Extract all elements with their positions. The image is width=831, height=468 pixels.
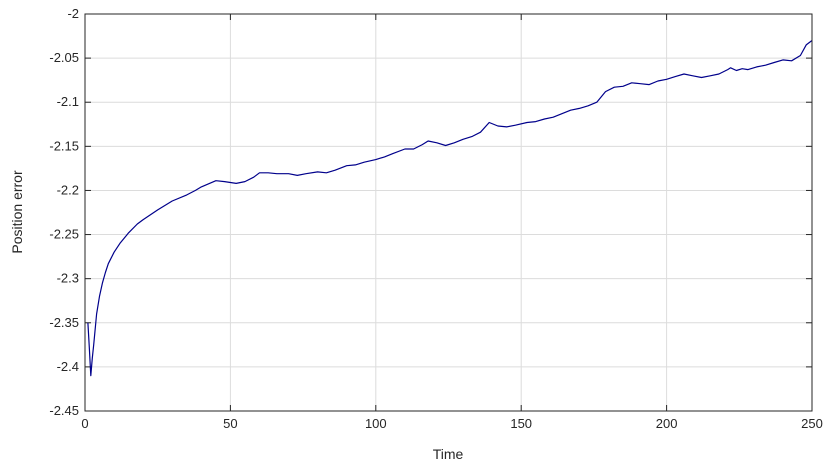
y-tick-label: -2.2 <box>57 182 79 197</box>
y-tick-label: -2.45 <box>49 403 79 418</box>
y-tick-label: -2.3 <box>57 271 79 286</box>
x-tick-label: 50 <box>223 416 237 431</box>
series-layer <box>87 40 813 377</box>
x-tick-label: 0 <box>81 416 88 431</box>
y-tick-label: -2 <box>67 6 79 21</box>
x-tick-label: 150 <box>510 416 532 431</box>
y-tick-label: -2.25 <box>49 227 79 242</box>
x-tick-label: 250 <box>801 416 823 431</box>
y-tick-label: -2.35 <box>49 315 79 330</box>
y-axis-label: Position error <box>9 170 25 254</box>
x-tick-label: 100 <box>365 416 387 431</box>
y-tick-label: -2.15 <box>49 138 79 153</box>
y-tick-labels: -2 -2.05 -2.1 -2.15 -2.2 -2.25 -2.3 -2.35 -2.4 -2… <box>49 6 79 418</box>
x-tick-label: 200 <box>656 416 678 431</box>
plot-frame <box>84 13 813 412</box>
series-line <box>87 40 813 377</box>
plot-background <box>85 14 812 411</box>
y-tick-label: -2.4 <box>57 359 79 374</box>
y-tick-label: -2.05 <box>49 50 79 65</box>
y-tick-label: -2.1 <box>57 94 79 109</box>
x-axis-label: Time <box>433 446 464 462</box>
x-tick-labels: 0 50 100 150 200 250 <box>81 416 822 431</box>
